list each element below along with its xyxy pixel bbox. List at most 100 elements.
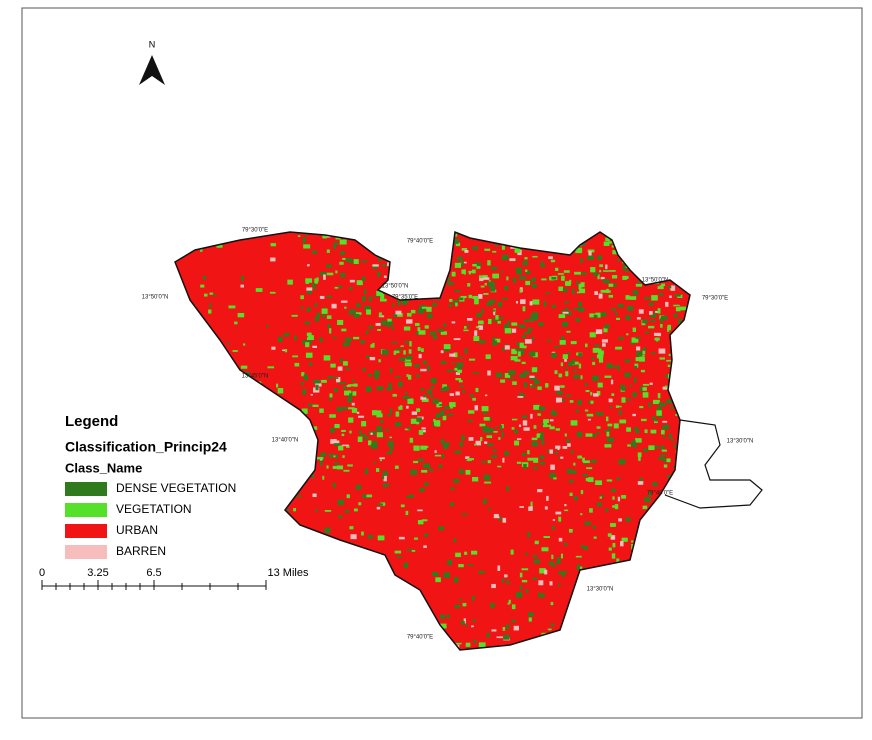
cover-patch — [568, 528, 573, 533]
cover-patch — [472, 619, 476, 622]
cover-patch — [515, 348, 520, 351]
cover-patch — [441, 453, 445, 459]
cover-patch — [520, 299, 526, 305]
cover-patch — [335, 270, 338, 274]
cover-patch — [533, 425, 537, 429]
cover-patch — [630, 440, 636, 446]
cover-patch — [488, 417, 492, 422]
cover-patch — [348, 309, 356, 315]
cover-patch — [351, 402, 355, 406]
cover-patch — [597, 255, 603, 260]
cover-patch — [357, 436, 363, 442]
cover-patch — [364, 468, 369, 475]
cover-patch — [653, 332, 660, 336]
cover-patch — [333, 440, 340, 444]
cover-patch — [551, 525, 555, 530]
cover-patch — [479, 423, 486, 427]
cover-patch — [472, 295, 478, 300]
cover-patch — [234, 321, 238, 325]
cover-patch — [648, 445, 655, 451]
cover-patch — [539, 461, 545, 465]
cover-patch — [487, 260, 491, 266]
cover-patch — [513, 625, 519, 631]
cover-patch — [521, 415, 528, 419]
cover-patch — [438, 464, 443, 468]
cover-patch — [521, 335, 526, 339]
cover-patch — [372, 342, 375, 348]
cover-patch — [439, 614, 446, 619]
cover-patch — [506, 486, 509, 492]
cover-patch — [393, 350, 397, 355]
cover-patch — [436, 402, 440, 408]
cover-patch — [200, 247, 203, 252]
cover-patch — [365, 386, 372, 392]
cover-patch — [333, 377, 339, 379]
cover-patch — [343, 361, 348, 366]
cover-patch — [505, 624, 510, 630]
cover-patch — [532, 555, 538, 558]
cover-patch — [320, 452, 327, 457]
cover-patch — [524, 339, 532, 344]
cover-patch — [519, 506, 525, 508]
cover-patch — [342, 444, 349, 447]
cover-patch — [468, 437, 474, 441]
cover-patch — [611, 308, 617, 311]
cover-patch — [518, 424, 522, 428]
cover-patch — [455, 378, 462, 381]
cover-patch — [509, 258, 516, 262]
cover-patch — [330, 363, 336, 368]
cover-patch — [508, 370, 516, 376]
cover-patch — [571, 288, 575, 294]
cover-patch — [642, 349, 646, 355]
cover-patch — [472, 372, 480, 374]
cover-patch — [324, 510, 332, 512]
cover-patch — [326, 272, 334, 276]
cover-patch — [329, 414, 336, 418]
cover-patch — [594, 291, 598, 295]
cover-patch — [389, 408, 393, 414]
cover-patch — [644, 497, 651, 503]
cover-patch — [591, 433, 597, 437]
cover-patch — [338, 515, 342, 519]
cover-patch — [464, 325, 467, 329]
cover-patch — [621, 385, 626, 391]
cover-patch — [537, 386, 542, 390]
cover-patch — [543, 301, 547, 307]
cover-patch — [660, 315, 668, 320]
cover-patch — [382, 471, 388, 477]
cover-patch — [433, 335, 438, 340]
cover-patch — [372, 410, 377, 416]
cover-patch — [356, 303, 361, 308]
cover-patch — [511, 427, 515, 430]
cover-patch — [387, 413, 391, 417]
cover-patch — [455, 642, 462, 645]
cover-patch — [398, 536, 405, 540]
cover-patch — [434, 450, 437, 454]
cover-patch — [475, 440, 481, 446]
cover-patch — [560, 385, 565, 388]
cover-patch — [622, 275, 627, 280]
cover-patch — [336, 407, 343, 412]
cover-patch — [540, 260, 544, 265]
cover-patch — [427, 389, 432, 394]
legend-swatch — [65, 524, 107, 538]
cover-patch — [358, 502, 362, 506]
cover-patch — [544, 506, 548, 510]
cover-patch — [409, 437, 414, 443]
cover-patch — [566, 394, 571, 397]
cover-patch — [654, 337, 660, 341]
cover-patch — [626, 427, 631, 432]
cover-patch — [376, 290, 383, 296]
cover-patch — [566, 330, 571, 333]
cover-patch — [395, 349, 400, 354]
cover-patch — [300, 295, 304, 300]
cover-patch — [255, 288, 263, 292]
cover-patch — [522, 260, 529, 266]
cover-patch — [504, 373, 511, 378]
cover-patch — [443, 323, 447, 327]
cover-patch — [553, 346, 560, 348]
cover-patch — [338, 285, 343, 288]
cover-patch — [484, 248, 491, 251]
cover-patch — [333, 244, 337, 250]
cover-patch — [639, 405, 644, 409]
